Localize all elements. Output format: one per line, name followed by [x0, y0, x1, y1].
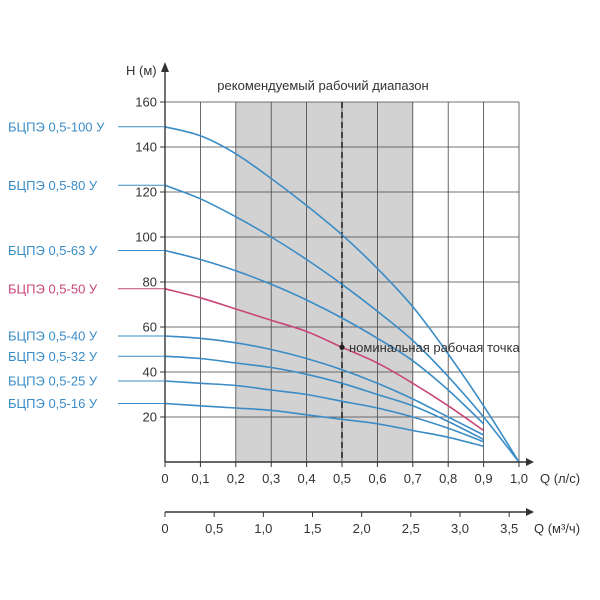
x-tick-label: 0,4 [298, 471, 316, 486]
chart-title: рекомендуемый рабочий диапазон [217, 78, 428, 93]
x-tick-label: 0,6 [368, 471, 386, 486]
curve--0-5-16-7 [164, 402, 484, 448]
curve-label: БЦПЭ 0,5-63 У [8, 243, 98, 258]
x-tick-label: 1,0 [510, 471, 528, 486]
curve--0-5-50-3 [164, 288, 485, 432]
y-tick-label: 60 [143, 320, 157, 335]
curve-label: БЦПЭ 0,5-50 У [8, 281, 98, 296]
x-axis-title: Q (л/с) [540, 471, 580, 486]
curve-label: БЦПЭ 0,5-25 У [8, 374, 98, 389]
curve--0-5-63-2 [164, 249, 485, 425]
x2-tick-label: 0 [161, 521, 168, 536]
x-tick-label: 0,5 [333, 471, 351, 486]
x2-tick-label: 1,5 [303, 521, 321, 536]
x-tick-label: 0,3 [262, 471, 280, 486]
x2-axis-title: Q (м³/ч) [534, 521, 580, 536]
x-tick-label: 0,2 [227, 471, 245, 486]
x-tick-label: 0,9 [475, 471, 493, 486]
curve--0-5-40-4 [164, 335, 484, 436]
curve-label: БЦПЭ 0,5-80 У [8, 178, 98, 193]
y-axis-arrow [161, 62, 169, 72]
y-tick-label: 160 [135, 95, 157, 110]
y-tick-label: 140 [135, 140, 157, 155]
curve--0-5-32-5 [164, 355, 484, 441]
curve--0-5-100-0 [164, 126, 520, 463]
x2-axis-arrow [526, 508, 534, 516]
curve-label: БЦПЭ 0,5-40 У [8, 329, 98, 344]
y-tick-label: 40 [143, 365, 157, 380]
x2-tick-label: 3,0 [451, 521, 469, 536]
curve-label: БЦПЭ 0,5-32 У [8, 349, 98, 364]
nominal-point-label: номинальная рабочая точка [349, 340, 520, 355]
y-tick-label: 120 [135, 185, 157, 200]
x-axis-arrow [526, 458, 534, 466]
x2-tick-label: 1,0 [254, 521, 272, 536]
x2-tick-label: 2,0 [353, 521, 371, 536]
x-tick-label: 0,7 [404, 471, 422, 486]
nominal-point-marker [339, 344, 345, 350]
y-tick-label: 100 [135, 230, 157, 245]
x2-tick-label: 2,5 [402, 521, 420, 536]
y-tick-label: 80 [143, 275, 157, 290]
y-tick-label: 20 [143, 410, 157, 425]
x2-tick-label: 3,5 [500, 521, 518, 536]
curve-label: БЦПЭ 0,5-16 У [8, 396, 98, 411]
x-tick-label: 0,1 [191, 471, 209, 486]
curve--0-5-80-1 [164, 184, 520, 463]
curve--0-5-25-6 [164, 380, 484, 443]
x-tick-label: 0,8 [439, 471, 457, 486]
x2-tick-label: 0,5 [205, 521, 223, 536]
y-axis-title: H (м) [126, 63, 157, 78]
x-tick-label: 0 [161, 471, 168, 486]
curve-label: БЦПЭ 0,5-100 У [8, 119, 105, 134]
